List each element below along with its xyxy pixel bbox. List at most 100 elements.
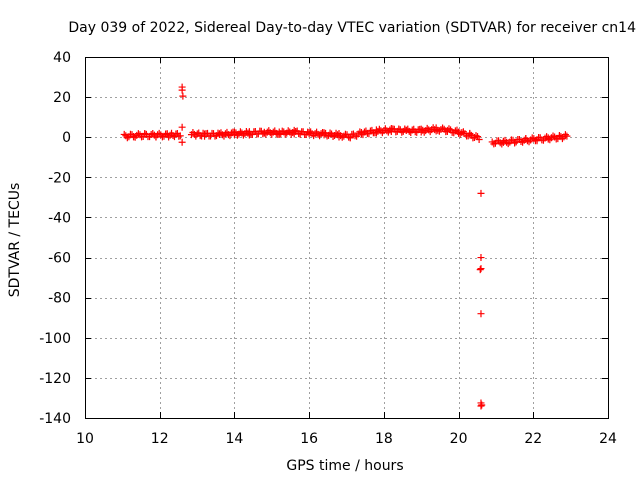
data-point (263, 128, 271, 136)
data-point (435, 127, 443, 135)
data-point (434, 126, 442, 134)
x-axis-title: GPS time / hours (286, 458, 403, 474)
data-point (431, 126, 439, 134)
data-point (439, 124, 447, 132)
data-point (311, 130, 319, 138)
plot-frame (85, 57, 609, 419)
data-point (178, 138, 186, 146)
data-point (563, 132, 571, 140)
data-point (269, 128, 277, 136)
data-point (120, 130, 128, 138)
data-point (458, 129, 466, 137)
data-point (477, 189, 485, 197)
data-point (326, 129, 334, 137)
data-point (230, 128, 238, 136)
data-point (558, 135, 566, 143)
y-tick-label: 20 (53, 90, 71, 106)
tick-labels: 10 12 14 16 18 20 22 24 40 20 0 -20 -40 -60 -80 -100 -12… (39, 50, 617, 447)
data-point (477, 310, 485, 318)
ticks (85, 57, 609, 419)
data-point (281, 130, 289, 138)
data-point (405, 127, 413, 135)
data-point (134, 130, 142, 138)
y-tick-label: -120 (39, 371, 71, 387)
data-point (417, 125, 425, 133)
data-point (523, 137, 531, 145)
x-tick-label: 24 (599, 431, 617, 447)
data-point (375, 125, 383, 133)
data-point (476, 266, 484, 274)
data-point (224, 131, 232, 139)
data-point (178, 86, 186, 94)
data-point (141, 129, 149, 137)
data-point (176, 132, 184, 140)
data-point (149, 129, 157, 137)
data-point (266, 129, 274, 137)
data-point (130, 133, 138, 141)
data-point (477, 402, 485, 410)
data-point (147, 130, 155, 138)
data-point (499, 137, 507, 145)
data-point (455, 129, 463, 137)
data-point (178, 123, 186, 131)
data-point (123, 134, 131, 142)
data-point (504, 140, 512, 148)
data-point (408, 126, 416, 134)
data-point (233, 131, 241, 139)
y-tick-label: -40 (48, 210, 71, 226)
data-point (372, 129, 380, 137)
y-tick-label: -20 (48, 170, 71, 186)
data-point (549, 132, 557, 140)
data-point (278, 127, 286, 135)
x-tick-label: 16 (300, 431, 318, 447)
data-point (155, 129, 163, 137)
data-point (472, 132, 480, 140)
y-axis-title: SDTVAR / TECUs (7, 183, 23, 298)
data-point (445, 125, 453, 133)
data-point (511, 139, 519, 147)
data-point (236, 128, 244, 136)
x-tick-label: 12 (151, 431, 169, 447)
x-tick-label: 22 (524, 431, 542, 447)
data-point (402, 126, 410, 134)
y-tick-label: -60 (48, 251, 71, 267)
data-point (284, 127, 292, 135)
y-tick-label: 40 (53, 50, 71, 66)
data-point (395, 125, 403, 133)
data-point (221, 130, 229, 138)
data-point (398, 128, 406, 136)
y-tick-label: -100 (39, 331, 71, 347)
data-point (478, 401, 486, 409)
data-point (561, 131, 569, 139)
data-point (360, 128, 368, 136)
data-point (329, 133, 337, 141)
data-point (477, 265, 485, 273)
data-point (423, 124, 431, 132)
grid (85, 57, 608, 418)
data-point (477, 254, 485, 262)
data-point (338, 133, 346, 141)
data-point (383, 127, 391, 135)
data-point (314, 130, 322, 138)
x-tick-label: 18 (375, 431, 393, 447)
data-point (218, 131, 226, 139)
x-tick-label: 20 (450, 431, 468, 447)
data-point (475, 136, 483, 144)
data-point (517, 138, 525, 146)
x-tick-label: 14 (226, 431, 244, 447)
data-point (555, 131, 563, 139)
y-tick-label: 0 (62, 130, 71, 146)
data-point (275, 130, 283, 138)
data-layer (120, 83, 571, 410)
chart-title: Day 039 of 2022, Sidereal Day-to-day VTE… (68, 20, 636, 36)
data-point (420, 128, 428, 136)
data-point (386, 126, 394, 134)
x-tick-label: 10 (76, 431, 94, 447)
data-point (544, 135, 552, 143)
data-point (239, 131, 247, 139)
y-tick-label: -140 (39, 411, 71, 427)
y-tick-label: -80 (48, 291, 71, 307)
data-point (179, 92, 187, 100)
